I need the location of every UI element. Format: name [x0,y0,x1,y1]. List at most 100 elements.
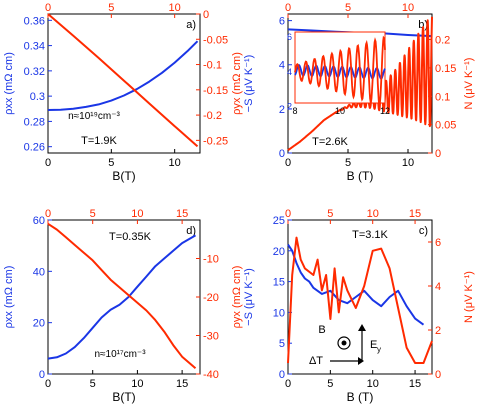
inset-y-tick-label: 2 [287,101,292,111]
top-tick-label: 0 [45,2,51,14]
annotation-temperature: T=3.1K [352,229,388,241]
annotation-temperature: T=2.6K [312,136,348,148]
top-tick-label: 5 [327,208,333,220]
label-delta-t: ΔT [309,355,323,367]
panel-label: b) [418,19,428,31]
y-tick-label: 0.34 [24,41,45,53]
top-tick-label: 0 [285,2,291,14]
y2-tick-label: -30 [203,331,219,343]
y-tick-label: 0.32 [24,66,45,78]
y2-tick-label: 6 [435,237,441,249]
y2-axis-label: N (μV K⁻¹) [463,58,475,110]
y-axis-label: −S (μV K⁻¹) [243,268,255,326]
annotation-temperature: T=0.35K [109,231,152,243]
x-tick-label: 10 [367,378,379,390]
x-tick-label: 5 [345,157,351,169]
inset-red-line [294,35,386,107]
y-tick-label: 4 [279,60,285,72]
top-tick-label: 0 [45,208,51,220]
y2-tick-label: 0.1 [435,91,450,103]
y-tick-label: 0.3 [30,91,45,103]
y2-tick-label: -0.1 [203,60,222,72]
plot-frame [287,219,433,375]
y2-tick-label: -0.05 [203,34,228,46]
y-axis-label: ρxx (mΩ cm) [3,266,15,329]
y2-tick-label: -0.2 [203,110,222,122]
x-tick-label: 0 [45,157,51,169]
y2-tick-label: -0.15 [203,85,228,97]
label-field-b: B [318,324,325,336]
annotation-carrier-density: n≈10¹⁹cm⁻³ [68,111,120,122]
x-tick-label: 10 [169,157,181,169]
y2-tick-label: 0.05 [435,120,456,132]
x-tick-label: 10 [131,378,143,390]
y2-tick-label: 4 [435,281,441,293]
blue-series-line [287,244,425,326]
annotation-carrier-density: n≈10¹⁷cm⁻³ [94,349,146,360]
y-tick-label: 15 [273,277,285,289]
y2-tick-label: 0.15 [435,63,456,75]
top-tick-label: 5 [108,2,114,14]
field-symbol-dot [341,340,347,346]
red-series-line [287,236,433,364]
x-tick-label: 10 [402,157,414,169]
blue-series-line [47,40,199,111]
x-tick-label: 0 [45,378,51,390]
x-axis-label: B(T) [112,390,135,404]
y-tick-label: 0.26 [24,142,45,154]
x-axis-label: B (T) [347,390,374,404]
panel-label: c) [419,225,428,237]
y-tick-label: 6 [279,16,285,28]
x-tick-label: 5 [90,378,96,390]
y-tick-label: 0 [279,369,285,381]
inset-x-tick-label: 8 [292,106,297,116]
inset-x-tick-label: 10 [335,106,345,116]
top-tick-label: 5 [90,208,96,220]
top-tick-label: 10 [169,2,181,14]
top-tick-label: 15 [409,208,421,220]
y2-tick-label: -20 [203,292,219,304]
x-axis-label: B (T) [347,169,374,183]
inset-y-tick-label: 4 [287,67,292,77]
panel-label: a) [186,19,196,31]
y-tick-label: 0.36 [24,15,45,27]
y2-tick-label: 2 [435,325,441,337]
x-tick-label: 0 [285,378,291,390]
y-tick-label: 20 [273,246,285,258]
y-tick-label: 5 [279,338,285,350]
y-axis-label: ρxx (mΩ cm) [3,52,15,115]
y-tick-label: 40 [33,266,45,278]
y-tick-label: 60 [33,215,45,227]
top-tick-label: 15 [176,208,188,220]
label-e-field-subscript: y [377,345,381,354]
delta-t-arrowhead [358,357,364,365]
y2-tick-label: 0 [435,148,441,160]
label-e-field: E [370,339,377,351]
top-tick-label: 5 [345,2,351,14]
y-tick-label: 0 [279,148,285,160]
field-symbol-ring [337,336,351,350]
y-tick-label: 0 [39,369,45,381]
panel-a: 0 5 10 0 5 10 0.26 0.28 0.3 0.32 0.34 0.36 -0.25 -0.2… [3,2,243,183]
top-tick-label: 0 [285,208,291,220]
y-tick-label: 0.28 [24,116,45,128]
x-tick-label: 15 [409,378,421,390]
ey-arrowhead [358,324,366,331]
red-series-line [47,13,199,148]
red-series-line [47,222,197,369]
y2-tick-label: -0.25 [203,135,228,147]
x-axis-label: B(T) [112,169,135,183]
y2-tick-label: 0 [435,369,441,381]
y-tick-label: 10 [273,307,285,319]
y2-tick-label: -10 [203,254,219,266]
y-tick-label: 2 [279,104,285,116]
y2-axis-label: N (μV K⁻¹) [463,271,475,323]
panel-d: 0 5 10 15 0 5 10 15 0 20 40 60 -40 -30 -20 -10 B(T) ρxx (… [3,208,243,404]
annotation-temperature: T=1.9K [81,135,117,147]
y2-tick-label: 0.2 [435,35,450,47]
top-tick-label: 10 [367,208,379,220]
inset-y-tick-label: 6 [287,32,292,42]
panel-label: d) [186,225,196,237]
